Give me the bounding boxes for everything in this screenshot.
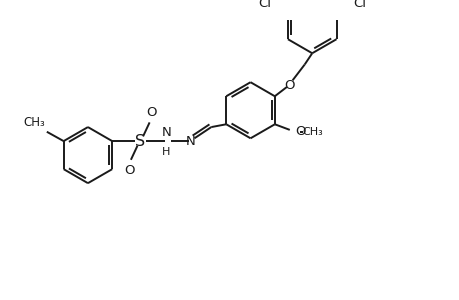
Text: H: H <box>162 147 170 157</box>
Text: S: S <box>135 134 145 148</box>
Text: O: O <box>295 125 305 138</box>
Text: N: N <box>161 126 171 139</box>
Text: O: O <box>284 79 294 92</box>
Text: O: O <box>123 164 134 176</box>
Text: O: O <box>146 106 157 119</box>
Text: CH₃: CH₃ <box>23 116 45 129</box>
Text: Cl: Cl <box>257 0 270 10</box>
Text: N: N <box>185 135 195 148</box>
Text: CH₃: CH₃ <box>302 127 323 137</box>
Text: Cl: Cl <box>353 0 365 10</box>
